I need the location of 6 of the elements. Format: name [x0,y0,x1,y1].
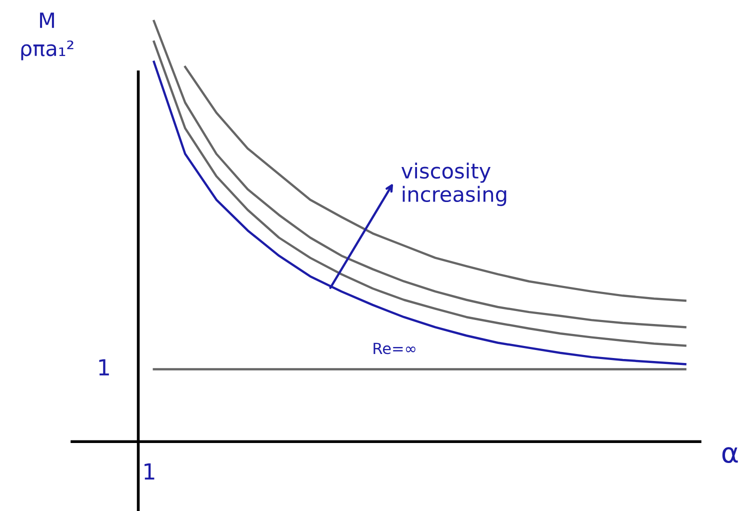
y-axis-title: M ρπa₁² [21,12,74,60]
text: 1 [144,463,154,480]
series-label: Re=∞ [374,342,416,354]
x-axis-title: α [722,447,738,464]
annotation: viscosity increasing [401,162,506,206]
text: 1 [99,359,109,376]
